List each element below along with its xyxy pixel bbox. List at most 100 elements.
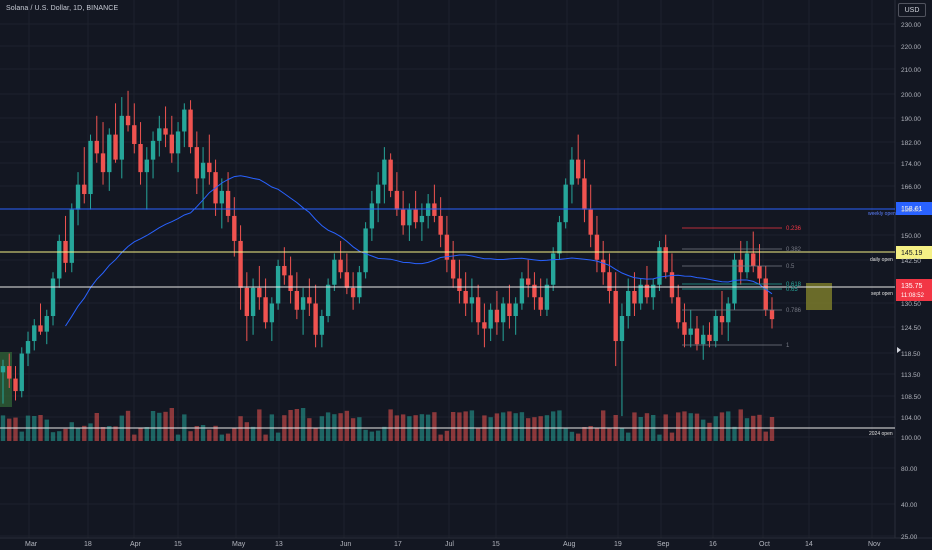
candle-body — [757, 265, 762, 279]
candle-body — [269, 303, 275, 323]
candle-body — [532, 284, 537, 298]
candle-body — [469, 297, 475, 304]
price-axis-label: 220.00 — [901, 44, 921, 51]
volume-bar — [469, 410, 475, 441]
fib-label: 0.382 — [786, 247, 802, 253]
time-axis-label: 14 — [805, 541, 813, 548]
candle-body — [407, 209, 412, 226]
volume-bar — [194, 426, 200, 441]
sept-open-label: sept open — [871, 291, 893, 297]
time-axis-label: Nov — [868, 541, 881, 548]
volume-bar — [88, 423, 93, 441]
volume-bar — [669, 432, 675, 441]
volume-bar — [726, 411, 731, 441]
candle-body — [107, 134, 112, 173]
candle-body — [219, 190, 225, 204]
weekly-open-tag: 158.61 — [901, 206, 923, 213]
candle-body — [382, 159, 387, 185]
volume-bar — [188, 431, 193, 441]
year-open-label: 2024 open — [869, 431, 893, 437]
volume-bar — [94, 413, 99, 441]
candle-body — [138, 143, 143, 173]
symbol-header: Solana / U.S. Dollar, 1D, BINANCE — [6, 5, 119, 12]
candle-body — [763, 278, 768, 310]
volume-bar — [494, 413, 500, 441]
candle-body — [769, 309, 775, 320]
price-axis-label: 174.00 — [901, 161, 921, 168]
zone-box-left — [0, 352, 12, 407]
volume-bar — [438, 434, 443, 441]
price-tag: 135.75 — [901, 283, 923, 290]
volume-bar — [626, 432, 631, 441]
price-countdown: 11:08:52 — [901, 293, 925, 299]
candle-body — [188, 109, 193, 148]
volume-bar — [569, 431, 575, 441]
candle-body — [613, 290, 618, 342]
candle-body — [494, 309, 500, 323]
candle-body — [626, 290, 631, 317]
volume-bar — [575, 433, 581, 441]
time-axis-label: Jun — [340, 541, 351, 548]
volume-bar — [163, 411, 168, 441]
time-axis-label: Apr — [130, 541, 142, 548]
volume-bar — [225, 433, 231, 441]
candle-body — [563, 184, 568, 223]
time-axis-label: Mar — [25, 541, 38, 548]
volume-bar — [325, 412, 331, 441]
volume-bar — [369, 431, 375, 441]
candle-body — [450, 259, 456, 279]
candle-body — [275, 265, 281, 304]
candle-body — [701, 334, 706, 345]
candle-body — [13, 378, 18, 392]
volume-bar — [338, 413, 343, 441]
moving-average-line — [65, 175, 773, 327]
volume-bar — [432, 412, 437, 441]
price-axis-label: 182.00 — [901, 140, 921, 147]
candle-body — [507, 303, 512, 317]
price-axis-label: 40.00 — [901, 502, 918, 509]
time-axis-label: 15 — [174, 541, 182, 548]
volume-bar — [319, 416, 325, 441]
price-axis-label: 118.50 — [901, 351, 921, 358]
candle-body — [732, 259, 737, 304]
volume-bar — [382, 426, 387, 441]
volume-bar — [50, 432, 56, 441]
price-axis-label: 150.00 — [901, 233, 921, 240]
volume-bar — [157, 412, 162, 441]
candle-body — [144, 159, 149, 173]
candle-body — [707, 334, 712, 342]
candle-body — [682, 322, 687, 335]
currency-button[interactable]: USD — [898, 3, 926, 17]
price-axis-label: 210.00 — [901, 67, 921, 74]
volume-bar — [113, 426, 118, 441]
volume-bar — [7, 418, 12, 441]
volume-bar — [407, 416, 412, 441]
volume-bar — [550, 411, 556, 441]
volume-bar — [507, 411, 512, 441]
volume-bar — [75, 428, 81, 441]
time-axis-label: Oct — [759, 541, 770, 548]
candle-body — [525, 278, 531, 285]
volume-bar — [175, 434, 181, 441]
volume-bar — [125, 410, 131, 441]
candle-body — [719, 316, 725, 323]
candle-body — [200, 162, 206, 179]
volume-bar — [644, 413, 650, 441]
volume-bar — [244, 422, 250, 441]
volume-bar — [82, 425, 87, 441]
candle-body — [569, 159, 575, 185]
volume-bar — [657, 434, 662, 441]
candle-body — [538, 297, 543, 310]
candle-body — [688, 328, 693, 335]
volume-bar — [300, 408, 306, 441]
candle-body — [694, 328, 700, 345]
candle-body — [100, 153, 106, 173]
candle-body — [582, 178, 587, 210]
candle-body — [250, 287, 256, 317]
volume-bar — [219, 434, 225, 441]
volume-bar — [713, 416, 718, 441]
candle-body — [575, 159, 581, 179]
volume-bar — [488, 417, 493, 441]
volume-bar — [57, 431, 62, 441]
